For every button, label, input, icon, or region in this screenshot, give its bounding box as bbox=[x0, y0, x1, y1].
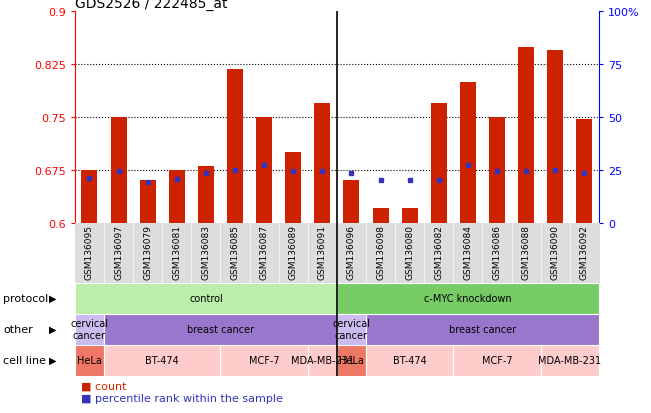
Text: GSM136095: GSM136095 bbox=[85, 224, 94, 279]
Bar bbox=[431, 104, 447, 223]
Text: ▶: ▶ bbox=[49, 293, 57, 304]
Text: GDS2526 / 222485_at: GDS2526 / 222485_at bbox=[75, 0, 227, 12]
Bar bbox=[227, 70, 243, 223]
Text: GSM136083: GSM136083 bbox=[201, 224, 210, 279]
Text: cervical
cancer: cervical cancer bbox=[70, 318, 109, 340]
Text: ■ percentile rank within the sample: ■ percentile rank within the sample bbox=[81, 393, 283, 403]
Bar bbox=[169, 170, 185, 223]
Bar bbox=[460, 83, 476, 223]
Text: BT-474: BT-474 bbox=[393, 355, 426, 366]
Bar bbox=[576, 120, 592, 223]
Text: ▶: ▶ bbox=[49, 355, 57, 366]
Text: control: control bbox=[189, 293, 223, 304]
Text: BT-474: BT-474 bbox=[145, 355, 179, 366]
Text: GSM136089: GSM136089 bbox=[289, 224, 298, 279]
Text: HeLa: HeLa bbox=[77, 355, 102, 366]
Bar bbox=[75, 345, 104, 376]
Bar bbox=[81, 170, 98, 223]
Text: MCF-7: MCF-7 bbox=[249, 355, 279, 366]
Text: GSM136079: GSM136079 bbox=[143, 224, 152, 279]
Bar bbox=[104, 314, 337, 345]
Bar bbox=[541, 345, 599, 376]
Bar bbox=[453, 345, 541, 376]
Text: GSM136092: GSM136092 bbox=[580, 224, 589, 279]
Text: protocol: protocol bbox=[3, 293, 49, 304]
Bar bbox=[547, 51, 563, 223]
Text: c-MYC knockdown: c-MYC knockdown bbox=[424, 293, 512, 304]
Text: other: other bbox=[3, 324, 33, 335]
Bar bbox=[344, 181, 359, 223]
Text: GSM136081: GSM136081 bbox=[173, 224, 181, 279]
Text: GSM136082: GSM136082 bbox=[434, 224, 443, 279]
Text: GSM136090: GSM136090 bbox=[551, 224, 560, 279]
Text: GSM136086: GSM136086 bbox=[493, 224, 501, 279]
Text: cell line: cell line bbox=[3, 355, 46, 366]
Text: GSM136085: GSM136085 bbox=[230, 224, 240, 279]
Text: ▶: ▶ bbox=[49, 324, 57, 335]
Bar bbox=[75, 283, 337, 314]
Bar bbox=[337, 283, 599, 314]
Bar bbox=[111, 118, 126, 223]
Bar bbox=[140, 181, 156, 223]
Bar bbox=[256, 118, 272, 223]
Text: breast cancer: breast cancer bbox=[187, 324, 254, 335]
Text: HeLa: HeLa bbox=[339, 355, 364, 366]
Bar bbox=[314, 104, 330, 223]
Text: GSM136097: GSM136097 bbox=[114, 224, 123, 279]
Text: GSM136098: GSM136098 bbox=[376, 224, 385, 279]
Text: GSM136096: GSM136096 bbox=[347, 224, 356, 279]
Text: MCF-7: MCF-7 bbox=[482, 355, 512, 366]
Text: MDA-MB-231: MDA-MB-231 bbox=[291, 355, 354, 366]
Bar bbox=[308, 345, 337, 376]
Text: GSM136088: GSM136088 bbox=[521, 224, 531, 279]
Text: GSM136087: GSM136087 bbox=[260, 224, 269, 279]
Text: GSM136091: GSM136091 bbox=[318, 224, 327, 279]
Text: GSM136080: GSM136080 bbox=[405, 224, 414, 279]
Text: GSM136084: GSM136084 bbox=[464, 224, 473, 279]
Text: MDA-MB-231: MDA-MB-231 bbox=[538, 355, 602, 366]
Bar bbox=[366, 345, 453, 376]
Bar bbox=[285, 153, 301, 223]
Bar bbox=[104, 345, 221, 376]
Bar bbox=[337, 345, 366, 376]
Bar bbox=[221, 345, 308, 376]
Bar bbox=[489, 118, 505, 223]
Bar bbox=[75, 314, 104, 345]
Text: ■ count: ■ count bbox=[81, 380, 127, 390]
Text: breast cancer: breast cancer bbox=[449, 324, 516, 335]
Bar bbox=[402, 209, 418, 223]
Bar bbox=[366, 314, 599, 345]
Text: cervical
cancer: cervical cancer bbox=[333, 318, 370, 340]
Bar bbox=[372, 209, 389, 223]
Bar bbox=[518, 47, 534, 223]
Bar bbox=[198, 167, 214, 223]
Bar bbox=[337, 314, 366, 345]
